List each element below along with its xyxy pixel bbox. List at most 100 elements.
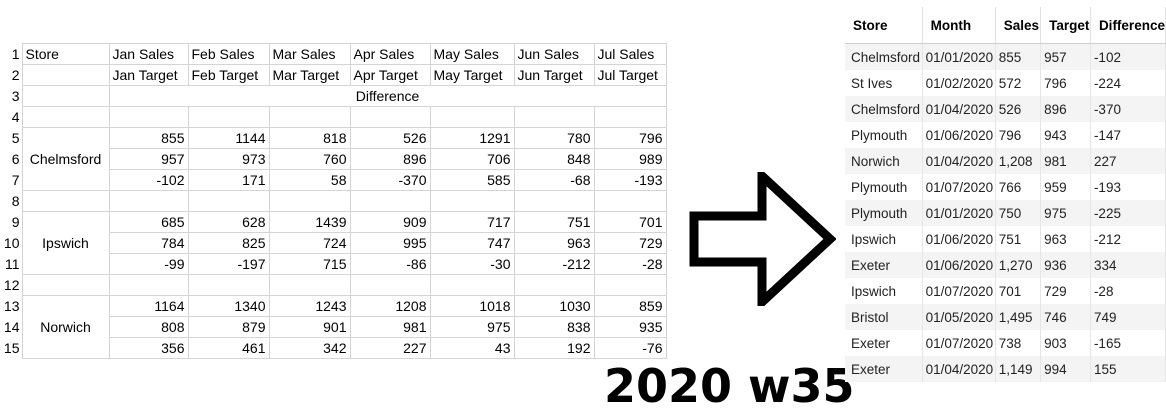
output-cell: 1,208 — [995, 148, 1042, 174]
output-cell: Chelmsford — [845, 96, 923, 122]
sheet-empty-cell — [513, 274, 595, 296]
sheet-data-row: 15 356 461 342 227 43 192 -76 — [0, 337, 667, 359]
output-cell: Bristol — [845, 304, 923, 330]
sheet-empty-cell — [268, 106, 351, 128]
row-number: 3 — [11, 88, 20, 104]
output-cell: 796 — [995, 122, 1042, 148]
challenge-caption: 2020 w35 — [604, 359, 855, 413]
sheet-value-cell: 981 — [349, 316, 431, 338]
output-cell: 01/04/2020 — [922, 148, 996, 174]
sheet-value-cell: -68 — [513, 169, 595, 191]
store-name: Ipswich — [21, 211, 110, 275]
output-cell: 796 — [1040, 70, 1091, 96]
output-cell: 01/07/2020 — [922, 278, 996, 304]
output-cell: Ipswich — [845, 226, 923, 252]
output-cell: 746 — [1040, 304, 1091, 330]
sheet-value-cell: 1144 — [187, 127, 270, 149]
sheet-header-cell: Apr Sales — [349, 43, 431, 65]
sheet-value-cell: 896 — [349, 148, 431, 170]
sheet-value-cell: 724 — [268, 232, 351, 254]
output-cell: 957 — [1040, 43, 1091, 70]
sheet-value-cell: -212 — [513, 253, 595, 275]
sheet-value-cell: -197 — [187, 253, 270, 275]
sheet-value-cell: 628 — [187, 211, 270, 233]
output-row: Plymouth 01/07/2020 766 959 -193 — [845, 174, 1166, 200]
sheet-value-cell: 1018 — [429, 295, 515, 317]
output-cell: St Ives — [845, 70, 923, 96]
sheet-value-cell: 356 — [108, 337, 189, 359]
sheet-value-cell: 747 — [429, 232, 515, 254]
sheet-empty-cell — [268, 274, 351, 296]
output-cell: 526 — [995, 96, 1042, 122]
sheet-empty-cell — [513, 106, 595, 128]
output-cell: Plymouth — [845, 174, 923, 200]
output-cell: 896 — [1040, 96, 1091, 122]
sheet-empty-cell — [187, 190, 270, 212]
output-row: Plymouth 01/01/2020 750 975 -225 — [845, 200, 1166, 226]
sheet-value-cell: 780 — [513, 127, 595, 149]
output-cell: -165 — [1090, 330, 1166, 356]
row-number: 11 — [4, 256, 20, 272]
output-cell: -193 — [1090, 174, 1166, 200]
store-name: Norwich — [21, 295, 110, 359]
sheet-empty-cell — [21, 106, 110, 128]
output-cell: Plymouth — [845, 122, 923, 148]
output-cell: -224 — [1090, 70, 1166, 96]
sheet-value-cell: 43 — [429, 337, 515, 359]
sheet-value-cell: 171 — [187, 169, 270, 191]
row-number: 9 — [11, 214, 20, 230]
output-row: Bristol 01/05/2020 1,495 746 749 — [845, 304, 1166, 330]
sheet-target-header-row: 2 Jan Target Feb Target Mar Target Apr Targe… — [0, 64, 667, 86]
output-cell: 01/04/2020 — [922, 356, 996, 382]
sheet-empty-cell — [187, 106, 270, 128]
sheet-empty-cell — [21, 274, 110, 296]
output-cell: 227 — [1090, 148, 1166, 174]
sheet-empty-cell — [21, 85, 110, 107]
sheet-empty-cell — [108, 106, 189, 128]
output-cell: 738 — [995, 330, 1042, 356]
row-number: 14 — [3, 319, 20, 335]
sheet-value-cell: 461 — [187, 337, 270, 359]
row-number: 5 — [11, 130, 20, 146]
row-number: 4 — [11, 109, 20, 125]
output-column-header: Store — [845, 7, 923, 44]
output-row: Plymouth 01/06/2020 796 943 -147 — [845, 122, 1166, 148]
sheet-blank-row: 8 — [0, 190, 667, 212]
sheet-value-cell: 808 — [108, 316, 189, 338]
sheet-blank-row: 4 — [0, 106, 667, 128]
output-cell: Norwich — [845, 148, 923, 174]
output-cell: 943 — [1040, 122, 1091, 148]
output-cell: 01/06/2020 — [922, 252, 996, 278]
sheet-value-cell: 825 — [187, 232, 270, 254]
sheet-value-cell: 717 — [429, 211, 515, 233]
output-cell: Exeter — [845, 252, 923, 278]
output-cell: 1,495 — [995, 304, 1042, 330]
output-cell: -28 — [1090, 278, 1166, 304]
output-cell: 334 — [1090, 252, 1166, 278]
sheet-value-cell: 901 — [268, 316, 351, 338]
output-row: Chelmsford 01/04/2020 526 896 -370 — [845, 96, 1166, 122]
sheet-value-cell: 1208 — [349, 295, 431, 317]
row-number: 13 — [3, 298, 20, 314]
sheet-value-cell: 975 — [429, 316, 515, 338]
sheet-value-cell: 715 — [268, 253, 351, 275]
output-row: Ipswich 01/07/2020 701 729 -28 — [845, 278, 1166, 304]
sheet-empty-cell — [108, 274, 189, 296]
output-cell: 701 — [995, 278, 1042, 304]
sheet-value-cell: 701 — [593, 211, 667, 233]
sheet-data-row: 11 -99 -197 715 -86 -30 -212 -28 — [0, 253, 667, 275]
sheet-value-cell: 784 — [108, 232, 189, 254]
output-cell: -370 — [1090, 96, 1166, 122]
sheet-value-cell: 526 — [349, 127, 431, 149]
store-name: Chelmsford — [21, 127, 110, 191]
sheet-header-cell: Store — [21, 43, 110, 65]
sheet-value-cell: 935 — [593, 316, 667, 338]
row-number: 8 — [11, 193, 20, 209]
output-cell: 903 — [1040, 330, 1091, 356]
row-number: 7 — [11, 172, 20, 188]
sheet-empty-cell — [108, 190, 189, 212]
sheet-empty-cell — [268, 190, 351, 212]
output-row: Exeter 01/07/2020 738 903 -165 — [845, 330, 1166, 356]
output-cell: 855 — [995, 43, 1042, 70]
output-cell: 729 — [1040, 278, 1091, 304]
